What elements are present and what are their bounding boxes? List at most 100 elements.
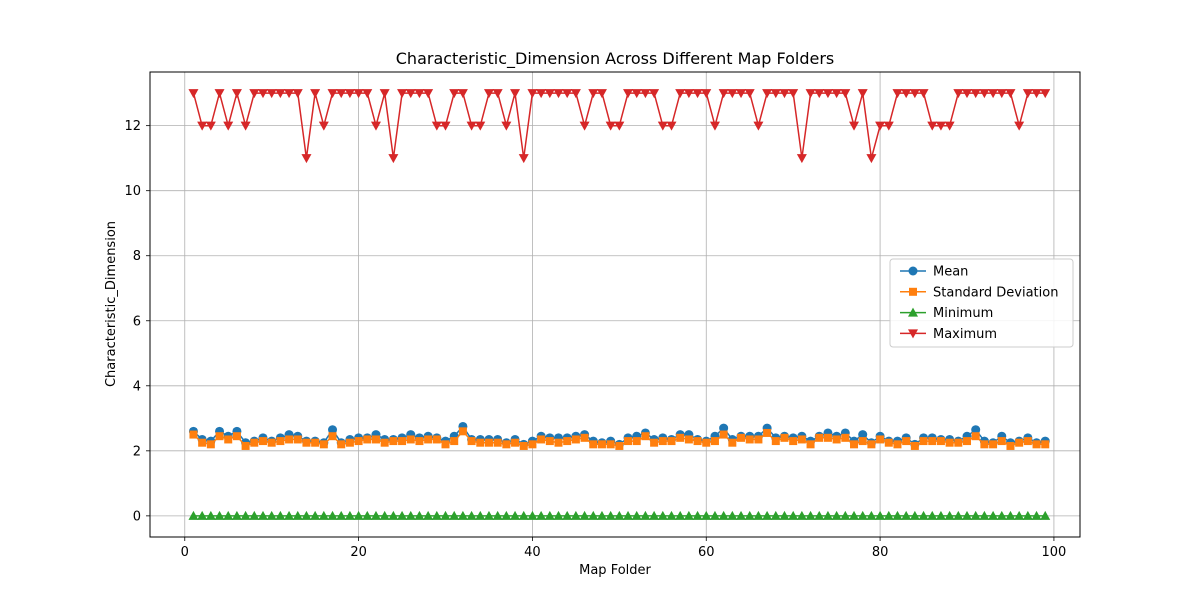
data-point-maximum — [318, 121, 329, 131]
data-point-minimum — [466, 510, 477, 520]
data-point-minimum — [744, 510, 755, 520]
data-point-minimum — [605, 510, 616, 520]
data-point-maximum — [988, 89, 999, 99]
data-point-maximum — [414, 89, 425, 99]
data-point-minimum — [544, 510, 555, 520]
data-point-standard-deviation — [406, 435, 415, 444]
data-point-minimum — [996, 510, 1007, 520]
data-point-maximum — [623, 89, 634, 99]
data-point-standard-deviation — [1006, 441, 1015, 450]
data-point-standard-deviation — [719, 430, 728, 439]
data-point-standard-deviation — [345, 438, 354, 447]
data-point-standard-deviation — [458, 427, 467, 436]
data-point-standard-deviation — [285, 435, 294, 444]
data-point-standard-deviation — [276, 437, 285, 446]
data-point-maximum — [649, 89, 660, 99]
data-point-standard-deviation — [258, 437, 267, 446]
data-point-maximum — [640, 89, 651, 99]
data-point-maximum — [927, 121, 938, 131]
data-point-minimum — [796, 510, 807, 520]
data-point-maximum — [423, 89, 434, 99]
data-point-minimum — [883, 510, 894, 520]
data-point-minimum — [683, 510, 694, 520]
data-point-standard-deviation — [328, 432, 337, 441]
data-point-minimum — [701, 510, 712, 520]
data-point-standard-deviation — [580, 433, 589, 442]
data-point-minimum — [901, 510, 912, 520]
data-point-minimum — [423, 510, 434, 520]
data-point-mean — [328, 425, 338, 435]
data-point-standard-deviation — [545, 437, 554, 446]
data-point-standard-deviation — [1041, 440, 1050, 449]
data-point-maximum — [562, 89, 573, 99]
data-point-minimum — [240, 510, 251, 520]
data-point-standard-deviation — [467, 437, 476, 446]
data-point-standard-deviation — [763, 428, 772, 437]
data-point-standard-deviation — [589, 440, 598, 449]
data-point-minimum — [857, 510, 868, 520]
data-point-minimum — [440, 510, 451, 520]
data-point-minimum — [327, 510, 338, 520]
data-point-maximum — [788, 89, 799, 99]
data-point-minimum — [266, 510, 277, 520]
data-point-maximum — [779, 89, 790, 99]
data-point-maximum — [918, 89, 929, 99]
data-point-minimum — [214, 510, 225, 520]
data-point-minimum — [292, 510, 303, 520]
data-point-maximum — [701, 89, 712, 99]
data-point-standard-deviation — [215, 432, 224, 441]
data-point-minimum — [553, 510, 564, 520]
data-point-minimum — [657, 510, 668, 520]
data-point-standard-deviation — [450, 437, 459, 446]
data-point-standard-deviation — [528, 440, 537, 449]
data-point-minimum — [1014, 510, 1025, 520]
data-point-standard-deviation — [797, 435, 806, 444]
data-point-maximum — [492, 89, 503, 99]
data-point-maximum — [397, 89, 408, 99]
data-point-minimum — [666, 510, 677, 520]
data-point-maximum — [1031, 89, 1042, 99]
y-tick-label: 0 — [133, 509, 141, 524]
data-point-maximum — [388, 154, 399, 164]
data-point-standard-deviation — [571, 435, 580, 444]
data-point-minimum — [596, 510, 607, 520]
data-point-minimum — [614, 510, 625, 520]
data-point-maximum — [527, 89, 538, 99]
data-point-standard-deviation — [493, 438, 502, 447]
data-point-maximum — [284, 89, 295, 99]
data-point-maximum — [762, 89, 773, 99]
data-point-standard-deviation — [902, 437, 911, 446]
data-point-maximum — [875, 121, 886, 131]
data-point-minimum — [814, 510, 825, 520]
data-point-standard-deviation — [250, 438, 259, 447]
data-point-maximum — [857, 89, 868, 99]
data-point-maximum — [944, 121, 955, 131]
data-point-minimum — [875, 510, 886, 520]
data-point-minimum — [362, 510, 373, 520]
data-point-maximum — [214, 89, 225, 99]
data-point-minimum — [718, 510, 729, 520]
data-point-minimum — [405, 510, 416, 520]
data-point-standard-deviation — [1032, 440, 1041, 449]
data-point-maximum — [1022, 89, 1033, 99]
data-point-maximum — [536, 89, 547, 99]
data-point-minimum — [388, 510, 399, 520]
data-point-maximum — [614, 121, 625, 131]
data-point-maximum — [953, 89, 964, 99]
legend-marker-maximum — [908, 329, 918, 339]
data-point-mean — [971, 425, 981, 435]
data-point-minimum — [623, 510, 634, 520]
legend-marker-minimum — [908, 307, 918, 317]
x-tick-label: 100 — [1042, 545, 1067, 560]
data-point-standard-deviation — [893, 440, 902, 449]
data-point-minimum — [909, 510, 920, 520]
y-tick-label: 8 — [133, 249, 141, 264]
data-point-standard-deviation — [815, 433, 824, 442]
data-point-standard-deviation — [241, 441, 250, 450]
data-point-maximum — [996, 89, 1007, 99]
data-point-standard-deviation — [919, 437, 928, 446]
data-point-maximum — [770, 89, 781, 99]
x-tick-label: 20 — [350, 545, 367, 560]
data-point-standard-deviation — [267, 438, 276, 447]
data-point-minimum — [709, 510, 720, 520]
